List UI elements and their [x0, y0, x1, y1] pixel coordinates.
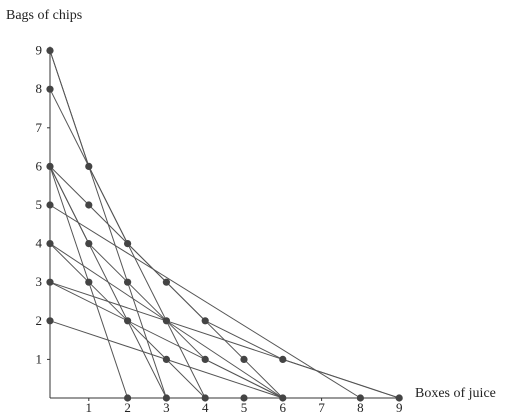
data-point: [201, 317, 209, 325]
data-point: [85, 278, 93, 286]
x-tick-label: 7: [318, 400, 325, 414]
data-point: [240, 394, 248, 402]
data-point: [201, 394, 209, 402]
data-point: [162, 317, 170, 325]
x-axis-label: Boxes of juice: [415, 386, 496, 401]
y-tick-label: 2: [36, 313, 43, 328]
line-segment: [49, 204, 361, 399]
data-point: [162, 394, 170, 402]
x-tick-label: 8: [357, 400, 364, 414]
y-tick-label: 3: [36, 274, 43, 289]
x-tick-label: 5: [241, 400, 248, 414]
y-tick-label: 9: [36, 43, 43, 58]
tick-labels: 1 2 3 4 5 6 7 8 9 1 2 3 4 5 6 7 8 9: [36, 43, 403, 414]
data-point: [46, 162, 54, 170]
data-point: [46, 201, 54, 209]
data-point: [395, 394, 403, 402]
data-point: [85, 240, 93, 248]
y-tick-label: 6: [36, 158, 43, 173]
y-tick-label: 8: [36, 81, 43, 96]
data-point: [46, 47, 54, 55]
data-point: [124, 317, 132, 325]
data-point: [279, 355, 287, 363]
data-point: [201, 355, 209, 363]
data-point: [124, 240, 132, 248]
x-tick-label: 9: [396, 400, 403, 414]
axes: [47, 46, 400, 401]
x-tick-label: 6: [280, 400, 287, 414]
data-point: [240, 355, 248, 363]
data-point: [162, 355, 170, 363]
data-point: [85, 162, 93, 170]
y-axis-label: Bags of chips: [6, 8, 83, 23]
data-point: [124, 278, 132, 286]
line-segment: [49, 166, 284, 399]
y-tick-label: 1: [36, 351, 43, 366]
data-point: [124, 394, 132, 402]
data-point: [46, 317, 54, 325]
data-point: [46, 85, 54, 93]
data-point: [279, 394, 287, 402]
data-point: [46, 240, 54, 248]
line-segment: [49, 50, 400, 399]
x-tick-label: 4: [202, 400, 209, 414]
x-tick-label: 1: [86, 400, 93, 414]
data-point: [46, 278, 54, 286]
x-tick-label: 2: [124, 400, 131, 414]
chart-points: [46, 47, 403, 402]
data-point: [162, 278, 170, 286]
y-tick-label: 7: [36, 120, 43, 135]
x-tick-label: 3: [163, 400, 170, 414]
data-point: [85, 201, 93, 209]
chart-segments: [49, 50, 400, 399]
data-point: [356, 394, 364, 402]
y-tick-label: 5: [36, 197, 43, 212]
y-tick-label: 4: [36, 236, 43, 251]
